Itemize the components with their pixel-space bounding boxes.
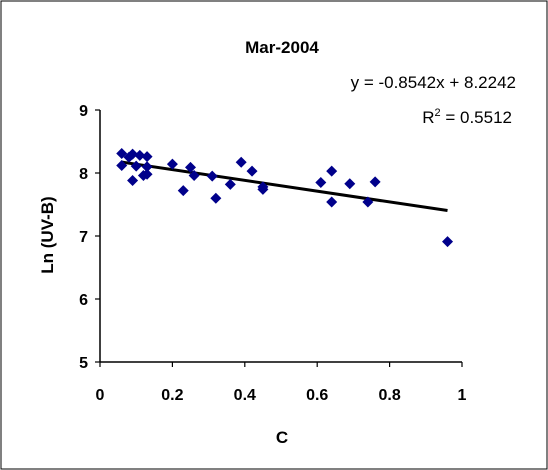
trendline-line [121,160,448,213]
data-point [127,175,139,187]
data-point [127,148,139,160]
trendline-equation-label: y = -0.8542x + 8.2242 [351,73,516,92]
data-point [442,236,454,248]
data-point [224,178,236,190]
x-tick-label: 0.8 [378,387,400,404]
data-point [141,168,153,180]
data-points [116,147,454,248]
data-point [246,165,258,177]
r-squared-superscript: 2 [435,107,441,119]
r-squared-label: R2 = 0.5512 [422,107,512,127]
r-squared-value: = 0.5512 [441,108,512,127]
y-tick-label: 7 [79,229,88,246]
axes [95,109,463,367]
trendline-equation: y = -0.8542x + 8.2242 R2 = 0.5512 [351,73,516,127]
x-tick-label: 0.4 [234,387,256,404]
data-point [344,178,356,190]
x-tick-label: 0.6 [306,387,328,404]
data-point [141,151,153,163]
x-tick-labels: 0 0.2 0.4 0.6 0.8 1 [96,387,467,404]
data-point [188,170,200,182]
y-tick-labels: 5 6 7 8 9 [79,103,88,372]
x-tick-label: 0 [96,387,105,404]
data-point [130,160,142,172]
data-point [326,196,338,208]
data-point [210,192,222,204]
data-point [315,176,327,188]
x-tick-label: 0.2 [161,387,183,404]
r-squared-prefix: R [422,108,434,127]
data-point [177,185,189,197]
data-point [116,147,128,159]
data-point [206,170,218,182]
y-axis-label: Ln (UV-B) [38,196,57,273]
data-point [166,158,178,170]
y-tick-label: 8 [79,166,88,183]
data-point [116,159,128,171]
x-tick-label: 1 [458,387,467,404]
data-point [326,165,338,177]
data-point [141,161,153,173]
y-tick-label: 9 [79,103,88,120]
x-axis-label: C [276,428,288,447]
chart-title: Mar-2004 [245,38,319,57]
data-point [362,196,374,208]
data-point [185,161,196,173]
data-point [235,156,247,168]
data-point [369,176,381,188]
y-tick-label: 6 [79,292,88,309]
trendline [121,160,448,213]
data-point [134,149,146,161]
data-point [257,183,269,195]
y-tick-label: 5 [79,355,88,372]
